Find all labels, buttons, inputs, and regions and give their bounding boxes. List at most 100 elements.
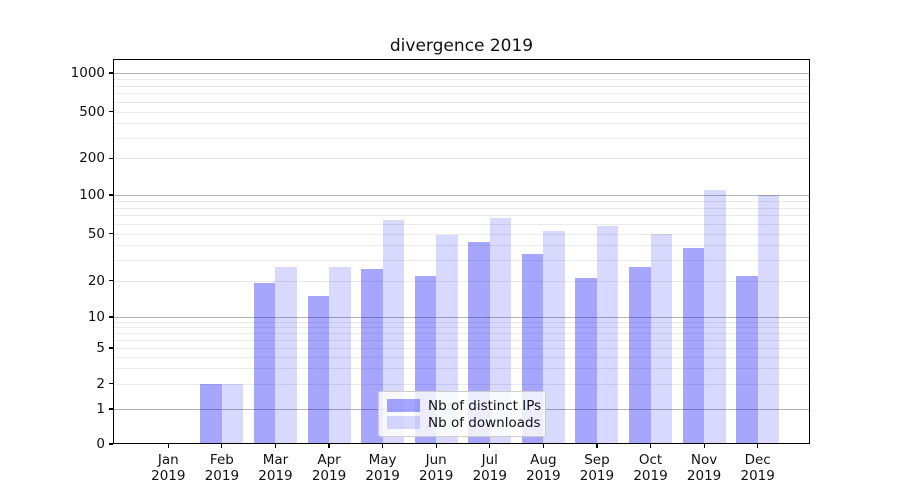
bar-distinct-ips-may <box>361 269 383 444</box>
minor-gridline <box>114 348 809 349</box>
y-axis-tick <box>109 443 113 445</box>
x-axis-tick <box>221 444 223 448</box>
y-axis-tick-label: 1000 <box>70 65 105 81</box>
minor-gridline <box>114 332 809 334</box>
x-tick-month: Apr <box>317 452 341 468</box>
bar-downloads-may <box>382 220 405 444</box>
y-axis-tick-label: 0 <box>96 436 105 452</box>
y-axis-tick-label: 2 <box>96 375 105 392</box>
major-gridline <box>114 195 809 196</box>
minor-gridline <box>114 158 809 160</box>
bar-distinct-ips-nov <box>682 247 705 444</box>
y-axis-tick <box>109 316 113 318</box>
minor-gridline <box>114 93 809 95</box>
x-tick-month: Dec <box>744 452 771 468</box>
y-axis-tick <box>109 72 113 74</box>
x-axis-tick-label: Aug 2019 <box>513 452 573 484</box>
minor-gridline <box>114 321 809 323</box>
x-axis-tick <box>328 444 330 448</box>
bar-downloads-aug <box>543 230 565 444</box>
x-tick-year: 2019 <box>204 468 240 484</box>
x-axis-tick <box>757 444 759 448</box>
minor-gridline <box>114 280 809 282</box>
x-axis-tick <box>274 444 277 448</box>
y-axis-tick-label: 100 <box>79 187 105 203</box>
x-axis-tick-label: Jan 2019 <box>138 452 198 484</box>
x-axis-tick-label: Dec 2019 <box>728 452 788 484</box>
legend-label-downloads: Nb of downloads <box>428 414 541 431</box>
minor-gridline <box>114 207 809 209</box>
minor-gridline <box>114 383 809 385</box>
bar-distinct-ips-mar <box>253 283 276 444</box>
minor-gridline <box>114 78 809 80</box>
x-tick-year: 2019 <box>311 468 347 484</box>
x-axis-tick-label: Nov 2019 <box>674 452 734 484</box>
y-axis-tick-label: 1 <box>96 401 105 417</box>
bar-distinct-ips-sep <box>575 278 597 444</box>
x-axis-tick-label: Jun 2019 <box>406 452 466 484</box>
x-axis-tick <box>489 444 491 448</box>
x-tick-month: Feb <box>209 452 234 468</box>
y-axis-tick-label: 50 <box>87 225 105 242</box>
minor-gridline <box>114 111 809 113</box>
bar-downloads-oct <box>650 233 673 444</box>
bar-downloads-mar <box>275 267 297 444</box>
x-tick-month: Nov <box>690 452 718 468</box>
y-axis-tick <box>109 408 113 410</box>
legend-row-distinct-ips: Nb of distinct IPs <box>387 397 541 414</box>
minor-gridline <box>114 200 809 202</box>
y-axis-tick-label: 10 <box>87 309 105 325</box>
y-axis-tick <box>109 233 113 235</box>
legend: Nb of distinct IPs Nb of downloads <box>378 391 546 437</box>
x-tick-year: 2019 <box>526 468 561 484</box>
bar-downloads-sep <box>596 225 619 444</box>
y-axis-tick <box>109 382 113 385</box>
x-tick-month: Jul <box>481 452 498 468</box>
x-tick-year: 2019 <box>740 468 775 484</box>
minor-gridline <box>114 339 809 341</box>
x-tick-year: 2019 <box>419 468 454 484</box>
bar-distinct-ips-feb <box>200 383 222 444</box>
x-axis-tick <box>542 444 544 448</box>
bar-downloads-nov <box>704 189 726 444</box>
x-tick-year: 2019 <box>258 468 293 484</box>
x-tick-month: May <box>368 452 397 468</box>
x-axis-tick-label: Feb 2019 <box>192 452 252 484</box>
x-axis-tick-label: Oct 2019 <box>621 452 681 484</box>
x-tick-month: Aug <box>530 452 557 468</box>
minor-gridline <box>114 123 809 125</box>
x-tick-month: Sep <box>584 452 610 468</box>
x-axis-tick <box>167 444 169 448</box>
x-axis-tick <box>382 444 384 448</box>
minor-gridline <box>114 223 809 225</box>
y-axis-tick <box>109 157 113 159</box>
legend-swatch-distinct-ips <box>387 399 420 412</box>
y-axis-tick-label: 5 <box>96 340 105 356</box>
chart-title: divergence 2019 <box>389 36 534 56</box>
y-axis-tick-label: 20 <box>87 272 105 289</box>
x-tick-year: 2019 <box>686 468 722 484</box>
x-tick-month: Jan <box>157 452 179 468</box>
y-axis-tick <box>109 279 113 282</box>
x-axis-tick-label: Sep 2019 <box>567 452 627 484</box>
x-tick-year: 2019 <box>633 468 668 484</box>
minor-gridline <box>114 326 809 328</box>
x-tick-year: 2019 <box>151 468 186 484</box>
x-tick-year: 2019 <box>472 468 507 484</box>
minor-gridline <box>114 356 809 358</box>
bar-downloads-jul <box>489 218 512 444</box>
x-axis-tick-label: May 2019 <box>353 452 413 484</box>
minor-gridline <box>114 245 809 247</box>
x-axis-tick <box>435 444 437 448</box>
major-gridline <box>114 73 809 74</box>
y-axis-tick <box>109 347 113 349</box>
y-axis-tick-label: 500 <box>79 103 105 120</box>
x-tick-month: Mar <box>262 452 289 468</box>
minor-gridline <box>114 367 809 369</box>
bar-distinct-ips-oct <box>629 267 651 444</box>
x-axis-tick <box>703 444 705 448</box>
x-axis-tick-label: Jul 2019 <box>460 452 520 484</box>
minor-gridline <box>114 233 809 235</box>
x-axis-tick-label: Mar 2019 <box>245 452 305 484</box>
